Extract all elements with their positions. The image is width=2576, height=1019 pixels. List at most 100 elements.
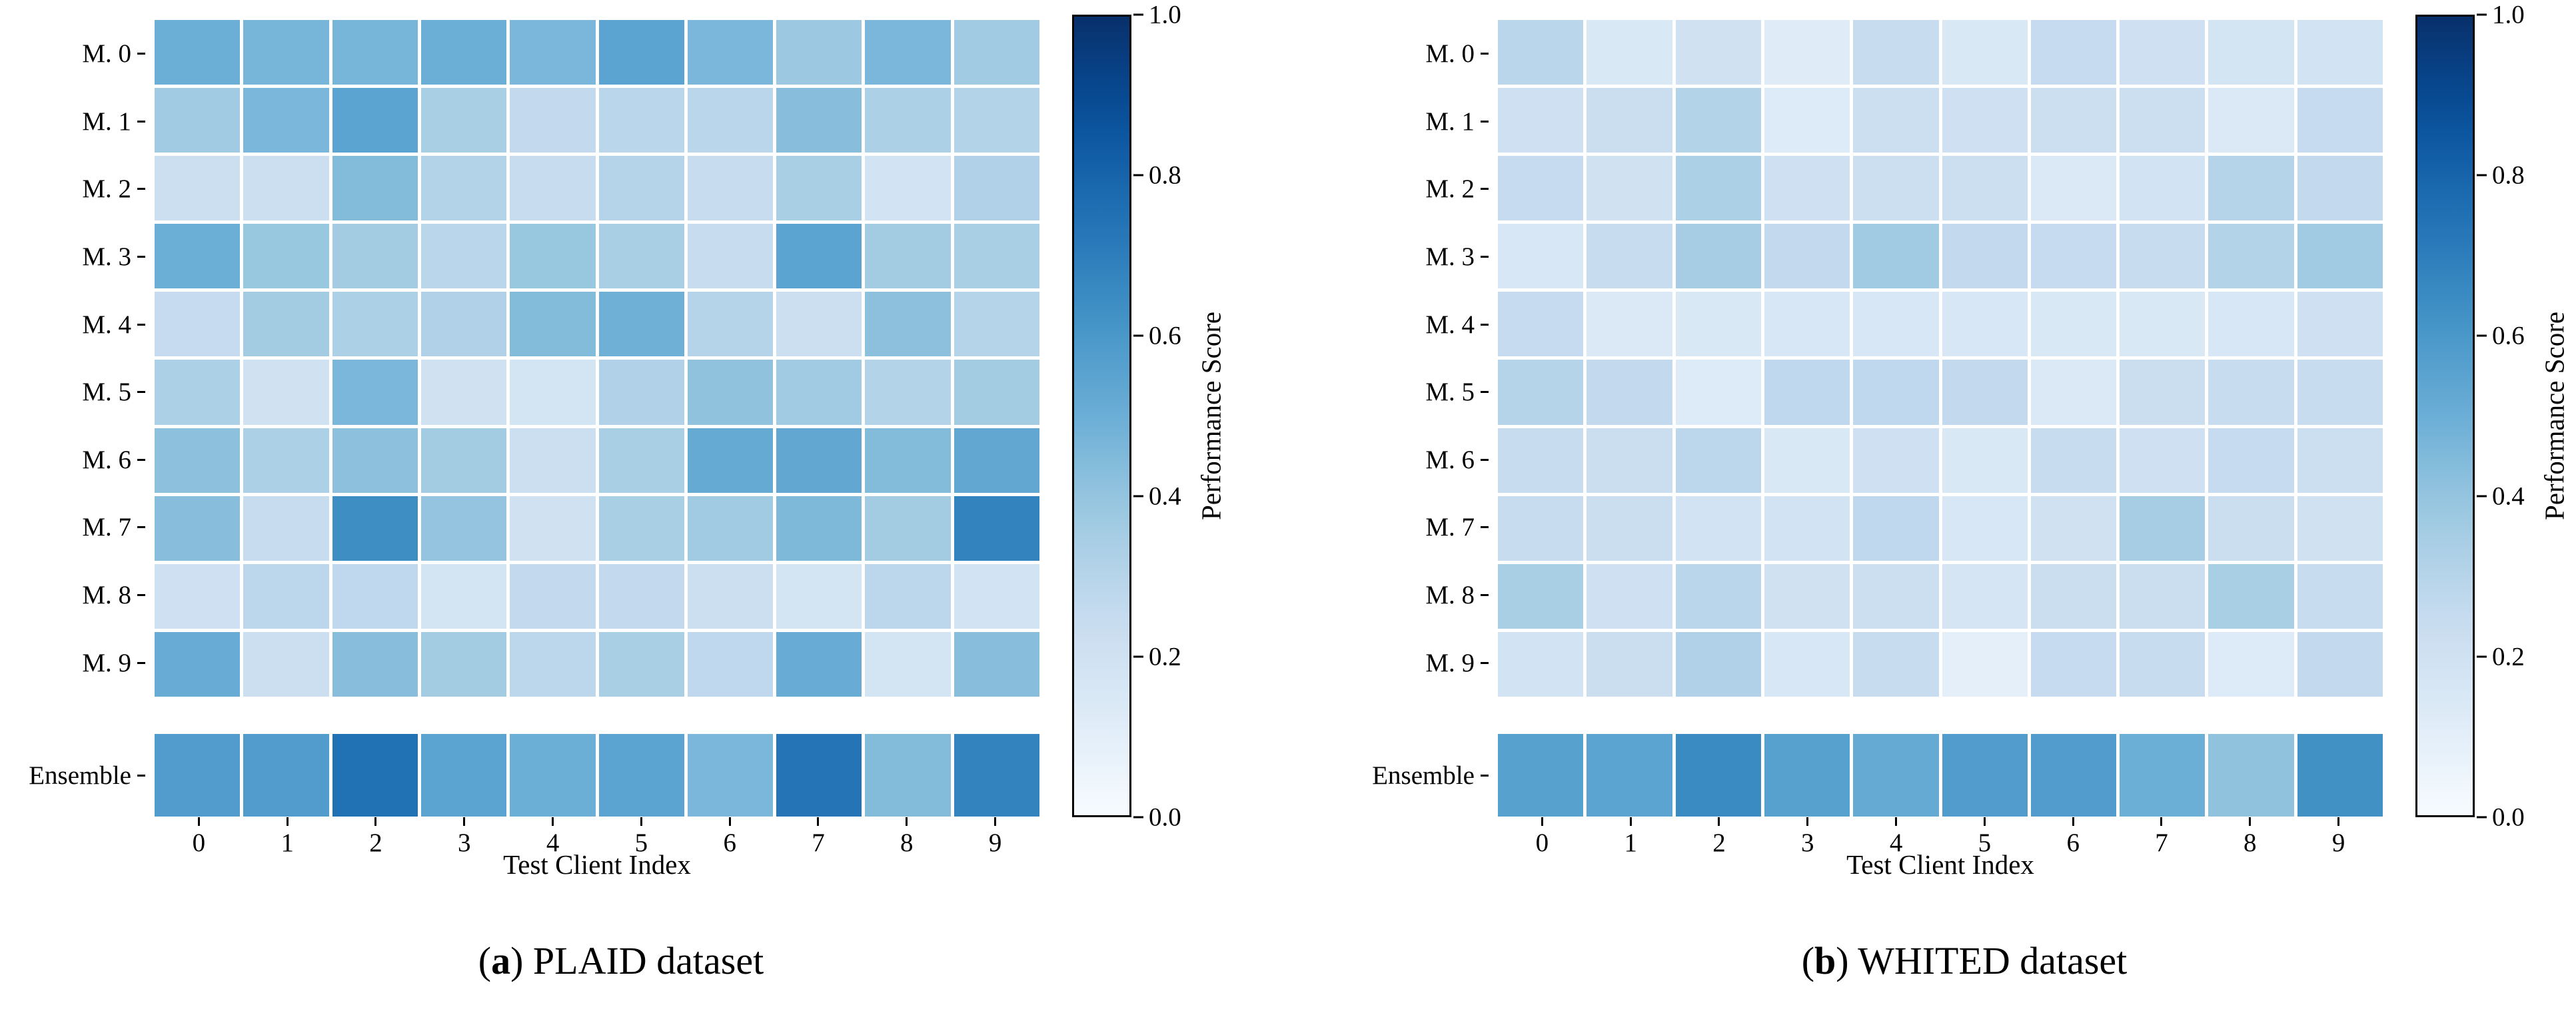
heatmap-cell [1942, 631, 2028, 697]
heatmap-cell [420, 224, 507, 289]
heatmap-cell [2297, 156, 2383, 221]
x-tick-label: 5 [634, 829, 648, 857]
x-tick-mark [286, 817, 289, 826]
x-tick: 0 [155, 817, 243, 860]
heatmap-cell [243, 20, 329, 85]
heatmap-cell [243, 224, 329, 289]
heatmap-cell [243, 563, 329, 629]
heatmap-cell [2297, 360, 2383, 425]
heatmap-cell [243, 496, 329, 561]
heatmap-cell [776, 292, 862, 357]
ensemble-cell [420, 734, 507, 817]
y-tick-mark [137, 188, 145, 190]
heatmap-cell [420, 360, 507, 425]
colorbar-tick-mark [1133, 655, 1143, 658]
x-tick: 0 [1498, 817, 1587, 860]
y-tick-mark [1481, 594, 1489, 597]
x-tick: 6 [2029, 817, 2118, 860]
heatmap-cell [954, 496, 1039, 561]
heatmap-cell [598, 360, 684, 425]
row-label: M. 7 [1343, 494, 1489, 561]
heatmap-cell [2297, 224, 2383, 289]
heatmap-cell [954, 224, 1039, 289]
heatmap-cell [420, 563, 507, 629]
row-label: M. 7 [0, 494, 145, 561]
heatmap-cell [2030, 292, 2117, 357]
row-label-text: M. 9 [82, 648, 131, 677]
heatmap-cell [865, 631, 951, 697]
x-tick-mark [2072, 817, 2074, 826]
heatmap-cell [155, 292, 241, 357]
heatmap-cell [1675, 20, 1761, 85]
heatmap-cell [510, 428, 596, 493]
x-tick-label: 7 [812, 829, 825, 857]
heatmap-cell [687, 88, 774, 153]
row-label: M. 1 [0, 88, 145, 156]
heatmap-cell [1853, 563, 1939, 629]
heatmap-cell [243, 360, 329, 425]
ensemble-cell [776, 734, 862, 817]
colorbar-tick-label: 0.6 [2492, 321, 2525, 350]
x-tick-label: 8 [900, 829, 914, 857]
colorbar-tick: 1.0 [1133, 2, 1181, 28]
heatmap-cell [865, 20, 951, 85]
row-label: M. 3 [1343, 223, 1489, 291]
heatmap-cell [1764, 360, 1850, 425]
heatmap-cell [598, 563, 684, 629]
caption-paren-close: ) [510, 939, 524, 982]
y-tick-mark [137, 391, 145, 394]
heatmap-cell [155, 631, 241, 697]
x-tick: 4 [1852, 817, 1940, 860]
x-tick-label: 3 [1801, 829, 1814, 857]
heatmap-cell [155, 496, 241, 561]
heatmap-cell [1498, 224, 1584, 289]
heatmap-cell [510, 631, 596, 697]
x-tick-mark [463, 817, 466, 826]
heatmap-cell [1853, 20, 1939, 85]
x-axis-ticks: 0 1 2 3 4 5 6 7 8 9 [1498, 817, 2383, 860]
heatmap-cell [776, 631, 862, 697]
x-tick-label: 7 [2155, 829, 2168, 857]
heatmap-cell [776, 88, 862, 153]
x-tick-label: 2 [369, 829, 382, 857]
x-tick: 6 [686, 817, 774, 860]
y-tick-mark [137, 774, 145, 777]
heatmap-cell [776, 428, 862, 493]
row-label-text: M. 5 [1425, 378, 1475, 407]
ensemble-cell [954, 734, 1039, 817]
colorbar-tick: 0.8 [1133, 163, 1181, 188]
heatmap-cell [776, 563, 862, 629]
y-axis-row-labels: M. 0 M. 1 M. 2 M. 3 M. 4 M. 5 M. 6 M. 7 M. 8 M. 9 [0, 20, 145, 697]
heatmap-cell [687, 360, 774, 425]
y-tick-mark [1481, 774, 1489, 777]
row-label-text: M. 4 [82, 310, 131, 339]
heatmap-cell [1675, 631, 1761, 697]
ensemble-cell [1942, 734, 2028, 817]
heatmap-cell [687, 428, 774, 493]
colorbar-tick-label: 0.2 [1149, 642, 1181, 671]
x-tick-label: 2 [1712, 829, 1726, 857]
heatmap-cell [2030, 496, 2117, 561]
caption-letter: b [1814, 939, 1836, 982]
row-label-text: M. 6 [82, 445, 131, 474]
heatmap-cell [1675, 156, 1761, 221]
colorbar-tick-label: 1.0 [2492, 0, 2525, 29]
heatmap-cell [1675, 496, 1761, 561]
heatmap-cell [2208, 360, 2294, 425]
x-tick: 1 [243, 817, 332, 860]
row-label-text: M. 0 [1425, 39, 1475, 69]
heatmap-cell [2297, 292, 2383, 357]
colorbar-tick: 0.0 [2477, 805, 2525, 831]
heatmap-cell [687, 631, 774, 697]
row-label: M. 2 [1343, 155, 1489, 223]
x-tick-label: 9 [2331, 829, 2345, 857]
ensemble-cell [510, 734, 596, 817]
colorbar-ticks: 1.0 0.8 0.6 0.4 0.2 0.0 [1133, 2, 1220, 831]
heatmap-cell [155, 428, 241, 493]
x-tick-mark [1983, 817, 1986, 826]
heatmap-cell [1764, 563, 1850, 629]
heatmap-cell [2297, 428, 2383, 493]
colorbar-tick: 0.4 [2477, 484, 2525, 510]
colorbar-tick-mark [2477, 816, 2487, 819]
heatmap-cell [687, 563, 774, 629]
